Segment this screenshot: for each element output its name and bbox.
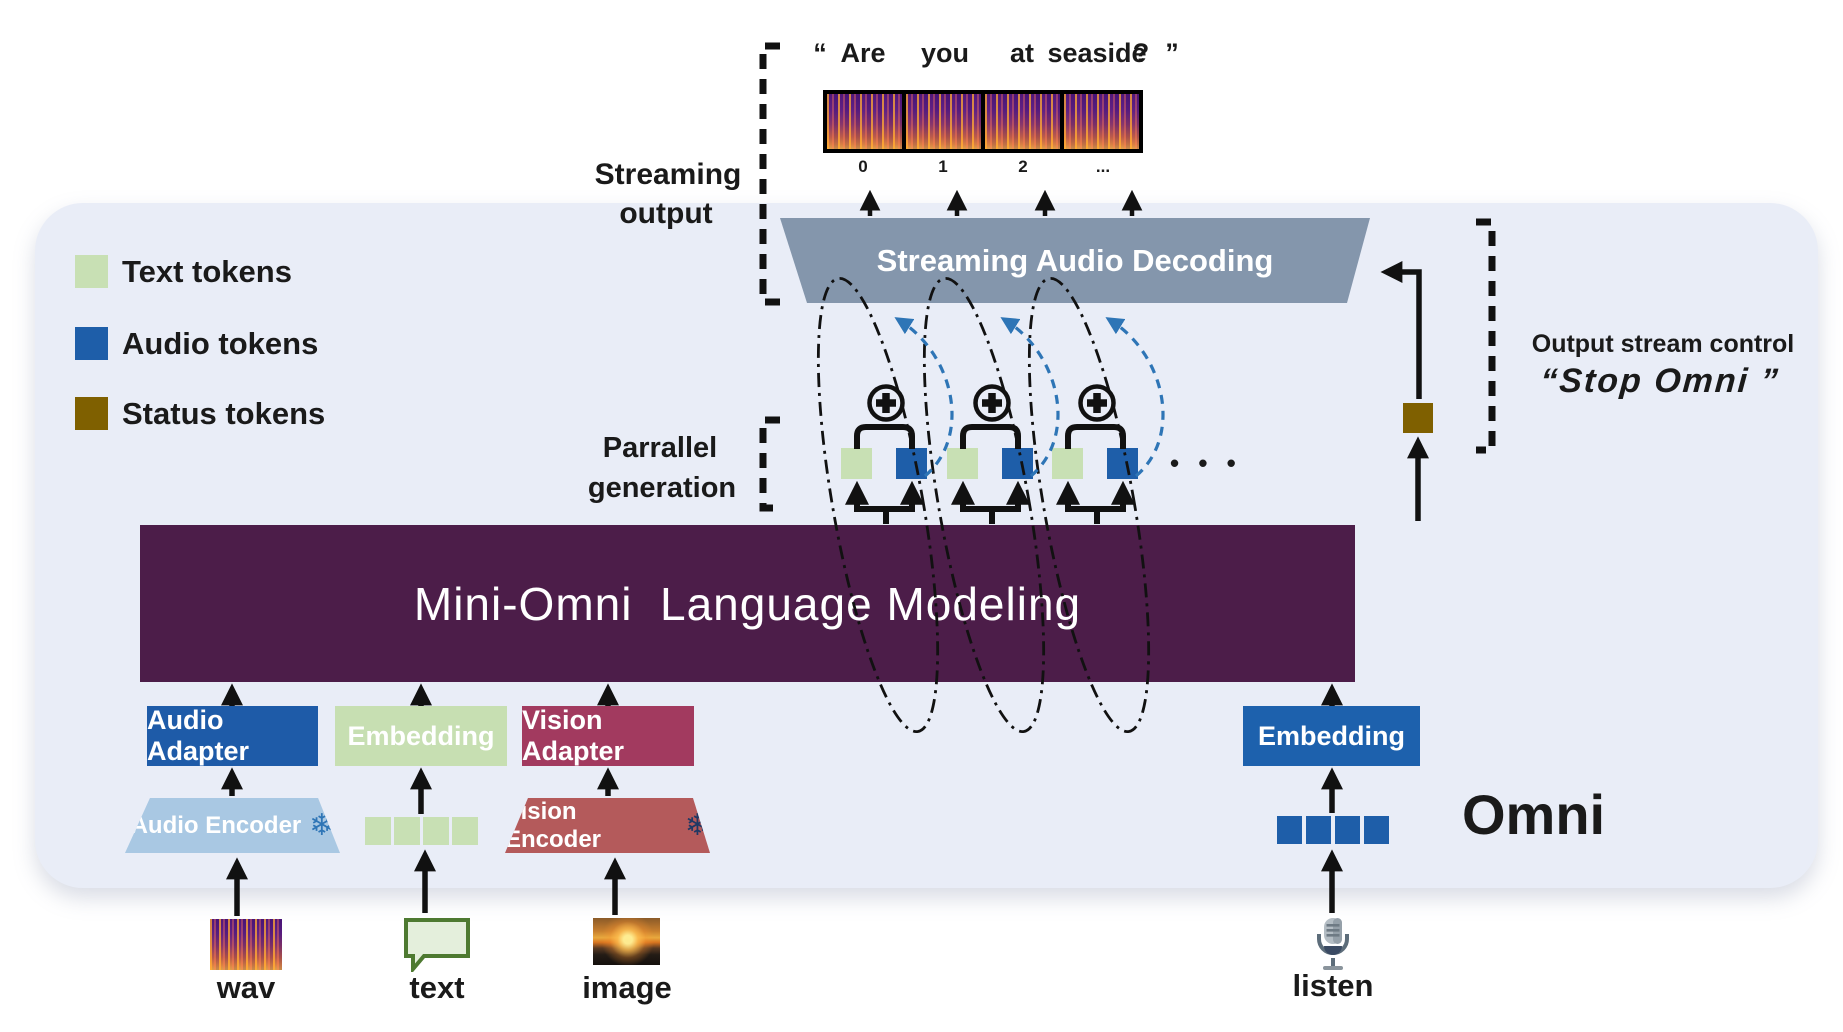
language-model-label: Mini-Omni Language Modeling bbox=[413, 577, 1082, 630]
spectrogram-segment bbox=[827, 94, 902, 149]
text-token bbox=[841, 448, 872, 479]
audio-token-cell bbox=[1277, 816, 1302, 844]
language-model-block: Mini-Omni Language Modeling bbox=[140, 525, 1355, 682]
text-token bbox=[1052, 448, 1083, 479]
vision-encoder-block: Vision Encoder ❄ bbox=[505, 798, 710, 853]
text-token-cell bbox=[423, 817, 449, 845]
audio-embedding-block: Embedding bbox=[1243, 706, 1420, 766]
legend-swatch-status-tokens bbox=[75, 397, 108, 430]
legend-label-status-tokens: Status tokens bbox=[122, 396, 326, 431]
output-stream-control-label: Output stream control bbox=[1531, 330, 1795, 358]
spectrogram-segment bbox=[1064, 94, 1139, 149]
image-input-thumbnail bbox=[593, 918, 660, 965]
streaming-audio-decoding-label: Streaming Audio Decoding bbox=[876, 242, 1274, 278]
text-token-cell bbox=[394, 817, 420, 845]
text-token-cell bbox=[365, 817, 391, 845]
audio-adapter-block: Audio Adapter bbox=[147, 705, 318, 766]
audio-encoder-label: Audio Encoder bbox=[130, 811, 302, 839]
spectrogram-segment bbox=[985, 94, 1060, 149]
ellipsis-dots: • • • bbox=[1170, 448, 1242, 478]
omni-label: Omni bbox=[1462, 783, 1606, 846]
text-bubble-icon bbox=[404, 918, 470, 972]
legend-swatch-text-tokens bbox=[75, 255, 108, 288]
spectrogram-segment bbox=[906, 94, 981, 149]
vision-adapter-label: Vision Adapter bbox=[522, 705, 625, 766]
legend-label-audio-tokens: Audio tokens bbox=[122, 326, 319, 361]
status-token bbox=[1403, 403, 1433, 433]
segment-index: 2 bbox=[1018, 157, 1028, 176]
legend-label-text-tokens: Text tokens bbox=[122, 254, 292, 289]
wav-input-thumbnail bbox=[210, 919, 282, 970]
output-spectrogram-strip bbox=[823, 90, 1143, 153]
streaming-output-label: Streaming bbox=[594, 158, 742, 191]
output-word: Are bbox=[840, 38, 886, 68]
stop-omni-label: “Stop Omni ” bbox=[1539, 362, 1782, 400]
input-label-text: text bbox=[409, 970, 465, 1005]
segment-index: ... bbox=[1095, 157, 1111, 176]
microphone-icon bbox=[1317, 918, 1349, 970]
text-token-cell bbox=[452, 817, 478, 845]
audio-encoder-block: Audio Encoder ❄ bbox=[125, 798, 340, 853]
input-label-listen: listen bbox=[1292, 968, 1374, 1003]
audio-token bbox=[1107, 448, 1138, 479]
output-word: seaside bbox=[1047, 38, 1147, 68]
text-token-row bbox=[365, 817, 478, 845]
audio-adapter-label: Audio Adapter bbox=[147, 705, 250, 766]
segment-index: 0 bbox=[858, 157, 868, 176]
quote-close: ” bbox=[1165, 38, 1179, 68]
segment-index: 1 bbox=[938, 157, 948, 176]
audio-token-cell bbox=[1306, 816, 1331, 844]
audio-token bbox=[1002, 448, 1033, 479]
output-word: you bbox=[920, 38, 970, 68]
parallel-generation-label: generation bbox=[587, 472, 737, 504]
text-embedding-label: Embedding bbox=[347, 720, 495, 751]
input-label-image: image bbox=[582, 970, 672, 1005]
legend-swatch-audio-tokens bbox=[75, 327, 108, 360]
vision-adapter-block: Vision Adapter bbox=[522, 705, 694, 766]
input-label-wav: wav bbox=[216, 970, 276, 1005]
audio-token-cell bbox=[1364, 816, 1389, 844]
parallel-generation-label: Parrallel bbox=[602, 432, 718, 464]
output-word: at bbox=[1009, 38, 1035, 68]
quote-open: “ bbox=[813, 38, 827, 68]
text-token bbox=[947, 448, 978, 479]
audio-token-cell bbox=[1335, 816, 1360, 844]
audio-token-row bbox=[1277, 816, 1389, 844]
audio-token bbox=[896, 448, 927, 479]
audio-embedding-label: Embedding bbox=[1258, 720, 1405, 751]
streaming-output-label: output bbox=[619, 197, 713, 230]
vision-encoder-label: Vision Encoder bbox=[505, 797, 602, 853]
text-embedding-block: Embedding bbox=[335, 706, 507, 766]
question-mark: ? bbox=[1132, 38, 1150, 68]
streaming-audio-decoding-block: Streaming Audio Decoding bbox=[780, 218, 1370, 303]
